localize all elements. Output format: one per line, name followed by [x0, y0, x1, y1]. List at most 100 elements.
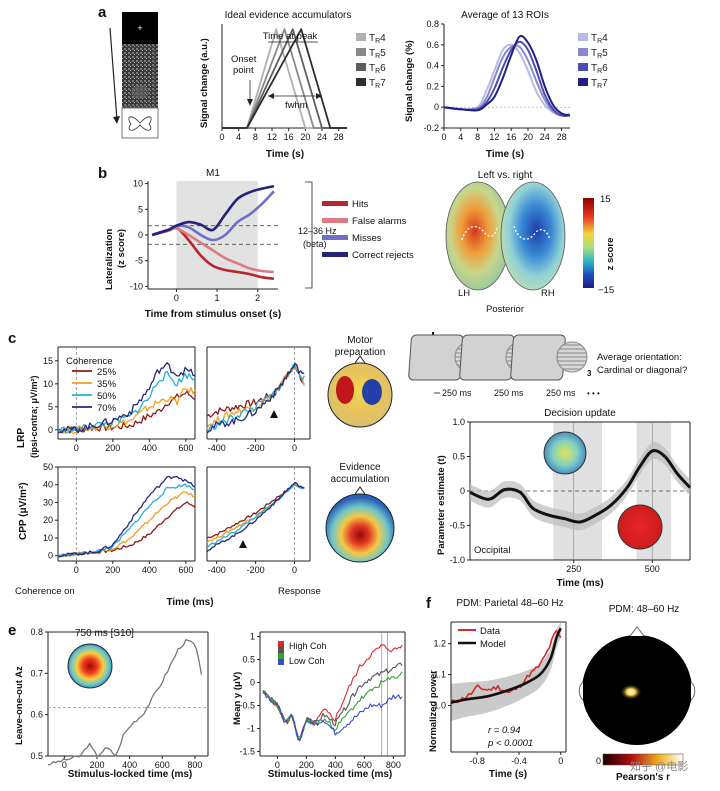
lrp-onset-arrowhead [270, 410, 278, 418]
chart-d1-title: Decision update [544, 408, 616, 419]
chart-c-xlabel: Time (ms) [166, 597, 213, 608]
duration-label-2: 250 ms [494, 388, 524, 398]
trace-c3-0 [57, 501, 196, 558]
x-tick-label: 800 [386, 760, 401, 770]
x-tick-label: 0 [74, 565, 79, 575]
bracket-label: 12–36 Hz [298, 226, 337, 236]
y-tick-label: -1 [247, 723, 255, 733]
legend-swatch-roi7 [578, 78, 588, 86]
chart-d1-xlabel: Time (ms) [556, 578, 603, 589]
panel-letter-a: a [98, 4, 107, 21]
chart-d1-ylabel: Parameter estimate (t) [436, 455, 447, 555]
chart-a1-ylabel: Signal change (a.u.) [199, 38, 210, 128]
duration-label-3: 250 ms [546, 388, 576, 398]
chart-e1-xlabel: Stimulus-locked time (ms) [68, 769, 192, 780]
coherence-label-0: 25% [97, 367, 117, 378]
accumulator-line-5 [222, 28, 347, 129]
watermark: 知乎 @电影 [630, 759, 688, 773]
grating-stimulus-3 [556, 341, 588, 373]
chart-b1-xlabel: Time from stimulus onset (s) [145, 309, 282, 320]
y-tick-label: 0 [250, 678, 255, 688]
grating-index-3: 3 [587, 369, 592, 378]
brain-left-hemisphere [445, 181, 511, 291]
central-sulcus-left [461, 225, 498, 241]
legend-label-tr7: TR7 [369, 78, 386, 90]
y-tick-label: 30 [43, 497, 53, 507]
trace-c3-3 [57, 475, 196, 558]
chart-f1-ylabel: Normalized power [428, 670, 439, 752]
zscore-colorbar [583, 198, 594, 288]
coherence-legend-title: Coherence [66, 356, 112, 367]
coherence-label-2: 50% [97, 391, 117, 402]
y-tick-label: 0.7 [30, 668, 43, 678]
topo-posterior: Posterior [486, 304, 524, 315]
x-tick-label: 400 [142, 443, 157, 453]
x-tick-label: 0 [292, 443, 297, 453]
legend-high-coh: High Coh [289, 641, 327, 651]
estimate-ci-band [470, 442, 690, 531]
pdm-colorbar-label: Pearson's r [616, 772, 670, 783]
y-tick-label: -0.2 [423, 123, 439, 133]
decision-topomap-2 [617, 504, 663, 550]
chart-c3-ylabel: CPP (μV/m²) [18, 482, 29, 540]
x-tick-label: 600 [357, 760, 372, 770]
legend-high-swatch-1 [278, 641, 284, 647]
x-tick-label: 2 [255, 293, 260, 303]
x-tick-label: 0 [292, 565, 297, 575]
chart-c1-ylabel2: (ipsi-contra; μV/m²) [29, 375, 39, 458]
x-tick-label: 4 [458, 132, 463, 142]
pdm-topo-title: PDM: 48–60 Hz [609, 604, 680, 615]
evidence-topomap [325, 493, 395, 563]
estimate-line [469, 449, 692, 524]
x-tick-label: -0.8 [469, 756, 485, 766]
x-tick-label: 28 [334, 132, 344, 142]
x-tick-label: 0 [174, 293, 179, 303]
annotation-onset-point: point [233, 65, 254, 76]
legend-data: Data [480, 626, 501, 637]
y-tick-label: 5 [138, 204, 143, 214]
legend-swatch-1 [322, 218, 348, 223]
legend-swatch-3 [322, 252, 348, 257]
x-tick-label: 1 [215, 293, 220, 303]
legend-swatch-roi5 [578, 48, 588, 56]
evidence-title-2: accumulation [331, 474, 390, 485]
y-tick-label: -1.5 [239, 746, 255, 756]
panel-letter-b: b [98, 165, 107, 182]
legend-low-coh: Low Coh [289, 656, 325, 666]
legend-low-swatch-2 [278, 659, 284, 665]
y-tick-label: 10 [43, 533, 53, 543]
legend-model: Model [480, 639, 506, 650]
x-tick-label: 28 [557, 132, 567, 142]
chart-e2-xlabel: Stimulus-locked time (ms) [268, 769, 392, 780]
motor-title-1: Motor [347, 335, 373, 346]
y-tick-label: 1 [250, 632, 255, 642]
y-tick-label: 10 [43, 379, 53, 389]
trace-c1-3 [57, 362, 196, 434]
legend-label-tr4: TR4 [369, 33, 386, 45]
x-tick-label: 200 [105, 565, 120, 575]
chart-c1-ylabel: LRP [16, 428, 27, 448]
annotation-onset: Onset [231, 54, 257, 65]
x-tick-label: 20 [300, 132, 310, 142]
y-tick-label: 0.6 [426, 40, 439, 50]
az-line [47, 639, 203, 766]
frequency-bracket [305, 181, 313, 289]
evidence-topomap-nose [354, 486, 366, 495]
time-arrow-head [113, 116, 120, 124]
stat-p: p < 0.0001 [487, 738, 533, 749]
pdm-hotspot [620, 684, 642, 700]
colorbar-title: z score [605, 238, 616, 271]
x-tick-label: 0 [441, 132, 446, 142]
y-tick-label: 1.2 [433, 639, 446, 649]
x-tick-label: 16 [506, 132, 516, 142]
legend-label-roi4: TR4 [591, 33, 608, 45]
x-tick-label: 0 [74, 443, 79, 453]
x-tick-label: 24 [317, 132, 327, 142]
legend-swatch-0 [322, 201, 348, 206]
fwhm-arrowheads [268, 93, 322, 99]
y-tick-label: 15 [43, 356, 53, 366]
legend-high-swatch-2 [278, 647, 284, 653]
y-tick-label: 0.5 [30, 751, 43, 761]
chart-a2-title: Average of 13 ROIs [461, 10, 549, 21]
panel-letter-e: e [8, 622, 16, 639]
